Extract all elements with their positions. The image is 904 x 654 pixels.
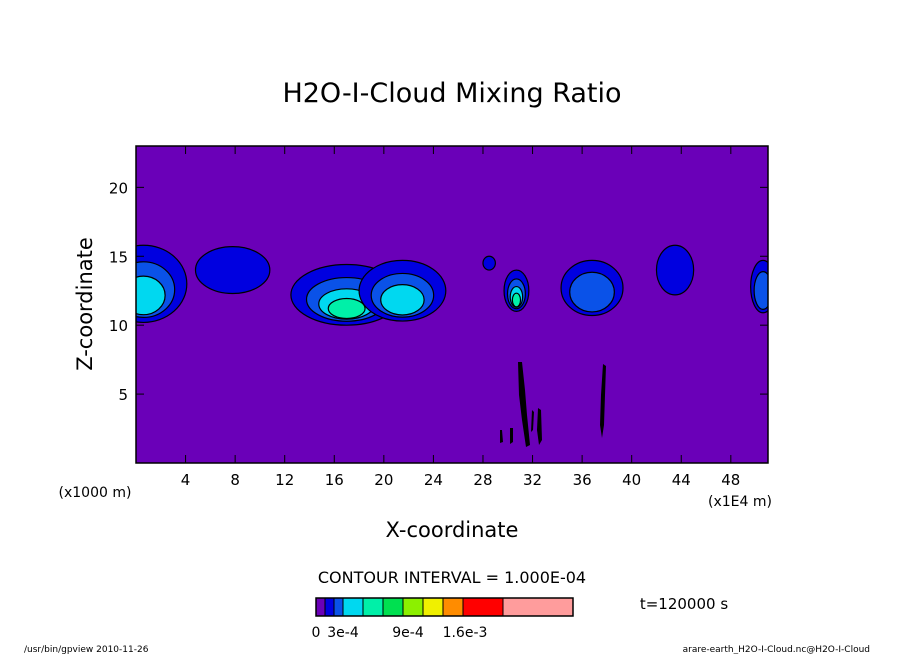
streak-29 — [500, 430, 503, 443]
colorbar-swatch-10 — [502, 597, 574, 617]
streak-31a — [531, 410, 534, 432]
plot-frame — [135, 145, 769, 464]
x-tick-label: 12 — [275, 471, 294, 489]
footer-left: /usr/bin/gpview 2010-11-26 — [24, 645, 149, 654]
footer-right: arare-earth_H2O-I-Cloud.nc@H2O-I-Cloud — [683, 645, 870, 654]
x-tick-label: 36 — [573, 471, 592, 489]
x-tick-label: 20 — [374, 471, 393, 489]
x-tick-label: 4 — [181, 471, 191, 489]
colorbar-swatch-7 — [422, 597, 444, 617]
y-tick-label: 10 — [109, 317, 128, 335]
x-tick-label: 48 — [721, 471, 740, 489]
contour-interval-label: CONTOUR INTERVAL = 1.000E-04 — [318, 568, 586, 587]
cloud-cell-1-level-3 — [136, 275, 166, 316]
colorbar-tick-label: 3e-4 — [327, 625, 359, 641]
cloud-cell-9-level-2 — [753, 271, 768, 310]
y-tick-label: 5 — [118, 386, 128, 404]
x-axis-label: X-coordinate — [386, 518, 519, 542]
x-unit-right: (x1E4 m) — [708, 494, 772, 510]
x-tick-label: 8 — [230, 471, 240, 489]
colorbar-swatch-1 — [324, 597, 335, 617]
colorbar-swatch-6 — [402, 597, 424, 617]
x-unit-left: (x1000 m) — [59, 485, 132, 501]
x-tick-label: 16 — [325, 471, 344, 489]
cloud-cell-6-level-4 — [511, 292, 522, 308]
precipitation-streaks — [500, 362, 606, 447]
cloud-cell-2-level-1 — [194, 246, 271, 295]
streak-31b — [537, 408, 542, 445]
time-label: t=120000 s — [640, 595, 728, 613]
x-tick-label: 44 — [672, 471, 691, 489]
colorbar: 0 3e-4 9e-4 1.6e-3 — [312, 597, 574, 641]
colorbar-tick-label: 9e-4 — [392, 625, 424, 641]
colorbar-swatch-0 — [315, 597, 326, 617]
chart-title: H2O-I-Cloud Mixing Ratio — [282, 78, 621, 109]
streak-32 — [518, 362, 530, 447]
x-tick-label: 28 — [473, 471, 492, 489]
colorbar-swatch-2 — [333, 597, 344, 617]
x-tick-label: 40 — [622, 471, 641, 489]
colorbar-swatch-8 — [442, 597, 464, 617]
y-axis-label: Z-coordinate — [73, 237, 97, 371]
colorbar-frame — [315, 597, 574, 617]
x-tick-label: 24 — [424, 471, 443, 489]
cloud-cell-4-level-3 — [380, 284, 425, 316]
streak-38 — [600, 364, 606, 438]
cloud-cell-5-level-1 — [482, 255, 496, 271]
cloud-cell-7-level-2 — [569, 271, 615, 313]
cloud-cell-3-level-4 — [327, 297, 366, 320]
colorbar-swatch-4 — [362, 597, 384, 617]
colorbar-tick-label: 0 — [312, 625, 321, 641]
cloud-cell-8-level-1 — [655, 244, 695, 296]
colorbar-swatch-5 — [382, 597, 404, 617]
y-tick-label: 20 — [109, 179, 128, 197]
plot-background — [136, 146, 768, 463]
streak-30 — [510, 428, 513, 444]
x-tick-label: 32 — [523, 471, 542, 489]
colorbar-tick-label: 1.6e-3 — [443, 625, 488, 641]
colorbar-swatch-9 — [462, 597, 504, 617]
colorbar-swatch-3 — [342, 597, 364, 617]
cloud-cells — [136, 244, 768, 326]
y-tick-label: 15 — [109, 248, 128, 266]
